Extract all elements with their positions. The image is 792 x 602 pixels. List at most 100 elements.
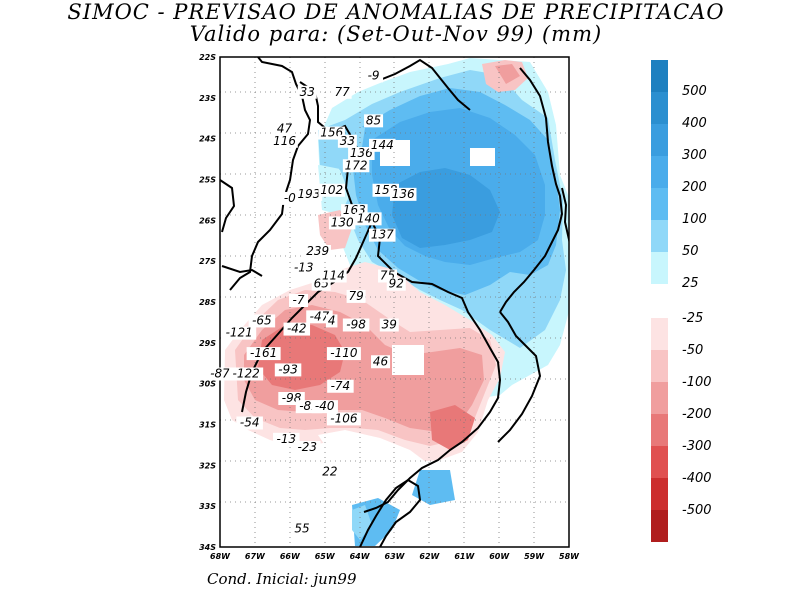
anomaly-label-background bbox=[292, 522, 312, 536]
anomaly-label-text: -110 bbox=[330, 346, 358, 360]
colorbar-label: -100 bbox=[682, 375, 712, 390]
anomaly-label-background bbox=[386, 277, 406, 291]
lat-tick-label: 23S bbox=[199, 94, 216, 103]
anomaly-label-text: 156 bbox=[320, 126, 343, 140]
neutral-area-south bbox=[318, 430, 430, 490]
anomaly-label-text: 33 bbox=[300, 85, 315, 99]
anomaly-value-label: -110 bbox=[326, 346, 361, 361]
lat-tick-label: 22S bbox=[199, 53, 216, 62]
anomaly-label-background bbox=[248, 314, 276, 328]
anomaly-label-text: -106 bbox=[330, 411, 358, 425]
anomaly-label-text: 102 bbox=[320, 183, 343, 197]
anomaly-label-background bbox=[297, 85, 317, 99]
anomaly-value-label: 79 bbox=[346, 289, 366, 303]
colorbar-label: 500 bbox=[682, 84, 707, 99]
anomaly-value-label: 77 bbox=[332, 85, 352, 99]
anomaly-label-background bbox=[346, 289, 366, 303]
anomaly-label-background bbox=[273, 432, 300, 446]
anomaly-label-text: 39 bbox=[382, 318, 397, 332]
anomaly-label-background bbox=[371, 355, 391, 369]
anomaly-value-label: -65 bbox=[248, 313, 276, 328]
anomaly-label-text: 33 bbox=[340, 134, 355, 148]
colorbar-segment bbox=[651, 318, 668, 350]
colorbar-segment bbox=[651, 510, 668, 542]
anomaly-label-background bbox=[326, 412, 361, 426]
anomaly-label-background bbox=[222, 326, 257, 340]
anomaly-value-label: -9 bbox=[364, 68, 384, 83]
anomaly-label-background bbox=[364, 114, 384, 128]
missing-data-cell bbox=[392, 345, 424, 375]
lat-tick-label: 31S bbox=[199, 421, 216, 430]
west-border bbox=[220, 179, 236, 233]
anomaly-label-background bbox=[320, 269, 347, 283]
colorbar-segment bbox=[651, 382, 668, 414]
anomaly-value-label: -40 bbox=[311, 399, 338, 414]
colorbar-label: 25 bbox=[682, 276, 699, 291]
bolivia-border bbox=[299, 81, 360, 206]
anomaly-label-text: -23 bbox=[297, 440, 317, 454]
anomaly-label-text: 116 bbox=[273, 134, 296, 148]
anomaly-label-text: 140 bbox=[357, 211, 380, 225]
lon-tick-label: 61W bbox=[454, 552, 475, 561]
colorbar-segment bbox=[651, 220, 668, 252]
southern-positive-area bbox=[412, 470, 455, 505]
colorbar-legend: 500 400 300 200 100 50 25 -25 -50 -100 -200 -300 -40… bbox=[651, 60, 712, 542]
anomaly-label-text: -161 bbox=[250, 346, 277, 360]
anomaly-label-text: 114 bbox=[322, 269, 345, 283]
anomaly-label-text: -0 bbox=[284, 191, 296, 205]
lat-tick-label: 25S bbox=[199, 176, 216, 185]
anomaly-label-text: 172 bbox=[345, 158, 368, 172]
anomaly-label-background bbox=[206, 367, 234, 381]
lon-tick-label: 65W bbox=[315, 552, 336, 561]
anomaly-label-text: -42 bbox=[287, 322, 307, 336]
lat-tick-label: 33S bbox=[199, 502, 216, 511]
anomaly-value-label: 193 bbox=[295, 187, 323, 201]
anomaly-label-text: -87 bbox=[210, 367, 230, 381]
anomaly-label-text: 92 bbox=[389, 277, 404, 291]
anomaly-label-text: 77 bbox=[335, 85, 351, 99]
anomaly-label-background bbox=[355, 212, 382, 226]
anomaly-label-text: 137 bbox=[371, 228, 394, 242]
anomaly-label-text: 46 bbox=[373, 354, 389, 368]
anomaly-label-background bbox=[379, 318, 399, 332]
anomaly-label-background bbox=[283, 322, 311, 336]
colorbar-label: 50 bbox=[682, 244, 699, 259]
anomaly-label-background bbox=[280, 191, 300, 205]
anomaly-label-text: -13 bbox=[294, 260, 314, 274]
lon-tick-label: 64W bbox=[350, 552, 371, 561]
colorbar-segment bbox=[651, 414, 668, 446]
anomaly-value-label: -74 bbox=[327, 379, 354, 393]
anomaly-label-background bbox=[348, 147, 375, 160]
brazil-border bbox=[379, 58, 471, 111]
lon-tick-label: 66W bbox=[280, 552, 301, 561]
anomaly-label-text: 22 bbox=[322, 465, 337, 479]
lat-tick-label: 34S bbox=[199, 543, 216, 552]
negative-200-area-east bbox=[430, 405, 475, 450]
anomaly-label-text: 136 bbox=[350, 146, 373, 160]
anomaly-label-text: 130 bbox=[331, 215, 354, 229]
brazil-paraguay-border bbox=[499, 67, 564, 313]
argentina-chile-border bbox=[229, 57, 312, 291]
anomaly-label-text: -54 bbox=[240, 416, 260, 430]
anomaly-label-background bbox=[320, 465, 340, 479]
anomaly-label-background bbox=[295, 187, 323, 201]
colorbar-segment bbox=[651, 252, 668, 284]
anomaly-value-label: -161 bbox=[246, 346, 281, 361]
lat-tick-label: 30S bbox=[199, 380, 216, 389]
anomaly-value-label: 85 bbox=[364, 113, 384, 128]
lon-tick-label: 67W bbox=[245, 552, 266, 561]
anomaly-value-label: 55 bbox=[292, 522, 312, 536]
anomaly-label-background bbox=[364, 69, 384, 83]
colorbar-segment bbox=[651, 124, 668, 156]
anomaly-label-background bbox=[274, 363, 302, 377]
anomaly-value-label: -87 bbox=[206, 367, 234, 381]
colorbar-label: -400 bbox=[682, 471, 712, 486]
lon-tick-label: 63W bbox=[385, 552, 406, 561]
anomaly-value-label: 140 bbox=[355, 211, 382, 226]
anomaly-label-background bbox=[289, 294, 309, 307]
anomaly-value-label: 137 bbox=[369, 228, 396, 242]
colorbar-label: 400 bbox=[682, 116, 707, 131]
lon-tick-label: 62W bbox=[419, 552, 440, 561]
